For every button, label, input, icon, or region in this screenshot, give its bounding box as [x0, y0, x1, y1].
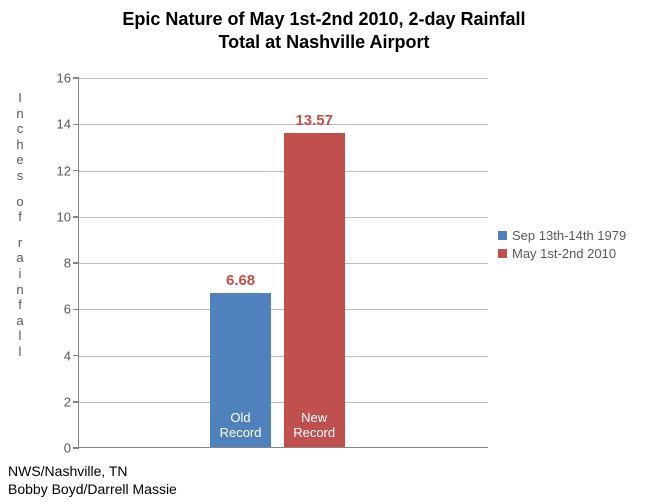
tick-label: 16 — [57, 71, 79, 86]
tick-label: 12 — [57, 163, 79, 178]
tick-label: 8 — [64, 256, 79, 271]
gridline — [79, 78, 488, 79]
source-line-1: NWS/Nashville, TN — [8, 463, 128, 479]
bar-new-record: NewRecord — [284, 133, 345, 447]
tick-label: 14 — [57, 117, 79, 132]
source-line-2: Bobby Boyd/Darrell Massie — [8, 481, 177, 497]
bar-inner-label-old-record: OldRecord — [210, 411, 271, 441]
rainfall-chart: Epic Nature of May 1st-2nd 2010, 2-day R… — [0, 0, 648, 504]
legend-item-new: May 1st-2nd 2010 — [498, 246, 626, 261]
legend-swatch-new — [498, 249, 507, 258]
bar-old-record: OldRecord — [210, 293, 271, 447]
data-label-new-record: 13.57 — [295, 112, 333, 129]
bar-inner-label-new-record: NewRecord — [284, 411, 345, 441]
title-line-1: Epic Nature of May 1st-2nd 2010, 2-day R… — [122, 9, 525, 29]
title-line-2: Total at Nashville Airport — [218, 32, 429, 52]
gridline — [79, 124, 488, 125]
legend-label-new: May 1st-2nd 2010 — [512, 246, 616, 261]
tick-label: 10 — [57, 209, 79, 224]
source-attribution: NWS/Nashville, TN Bobby Boyd/Darrell Mas… — [8, 463, 177, 498]
data-label-old-record: 6.68 — [226, 272, 255, 289]
plot-area: 0246810121416OldRecord6.68NewRecord13.57 — [78, 78, 488, 448]
tick-label: 2 — [64, 394, 79, 409]
y-axis-label: Inchesofrainfall — [14, 90, 26, 360]
tick-label: 0 — [64, 441, 79, 456]
legend-label-old: Sep 13th-14th 1979 — [512, 228, 626, 243]
tick-label: 6 — [64, 302, 79, 317]
legend-swatch-old — [498, 231, 507, 240]
tick-label: 4 — [64, 348, 79, 363]
chart-title: Epic Nature of May 1st-2nd 2010, 2-day R… — [0, 8, 648, 53]
legend: Sep 13th-14th 1979 May 1st-2nd 2010 — [498, 225, 626, 264]
legend-item-old: Sep 13th-14th 1979 — [498, 228, 626, 243]
